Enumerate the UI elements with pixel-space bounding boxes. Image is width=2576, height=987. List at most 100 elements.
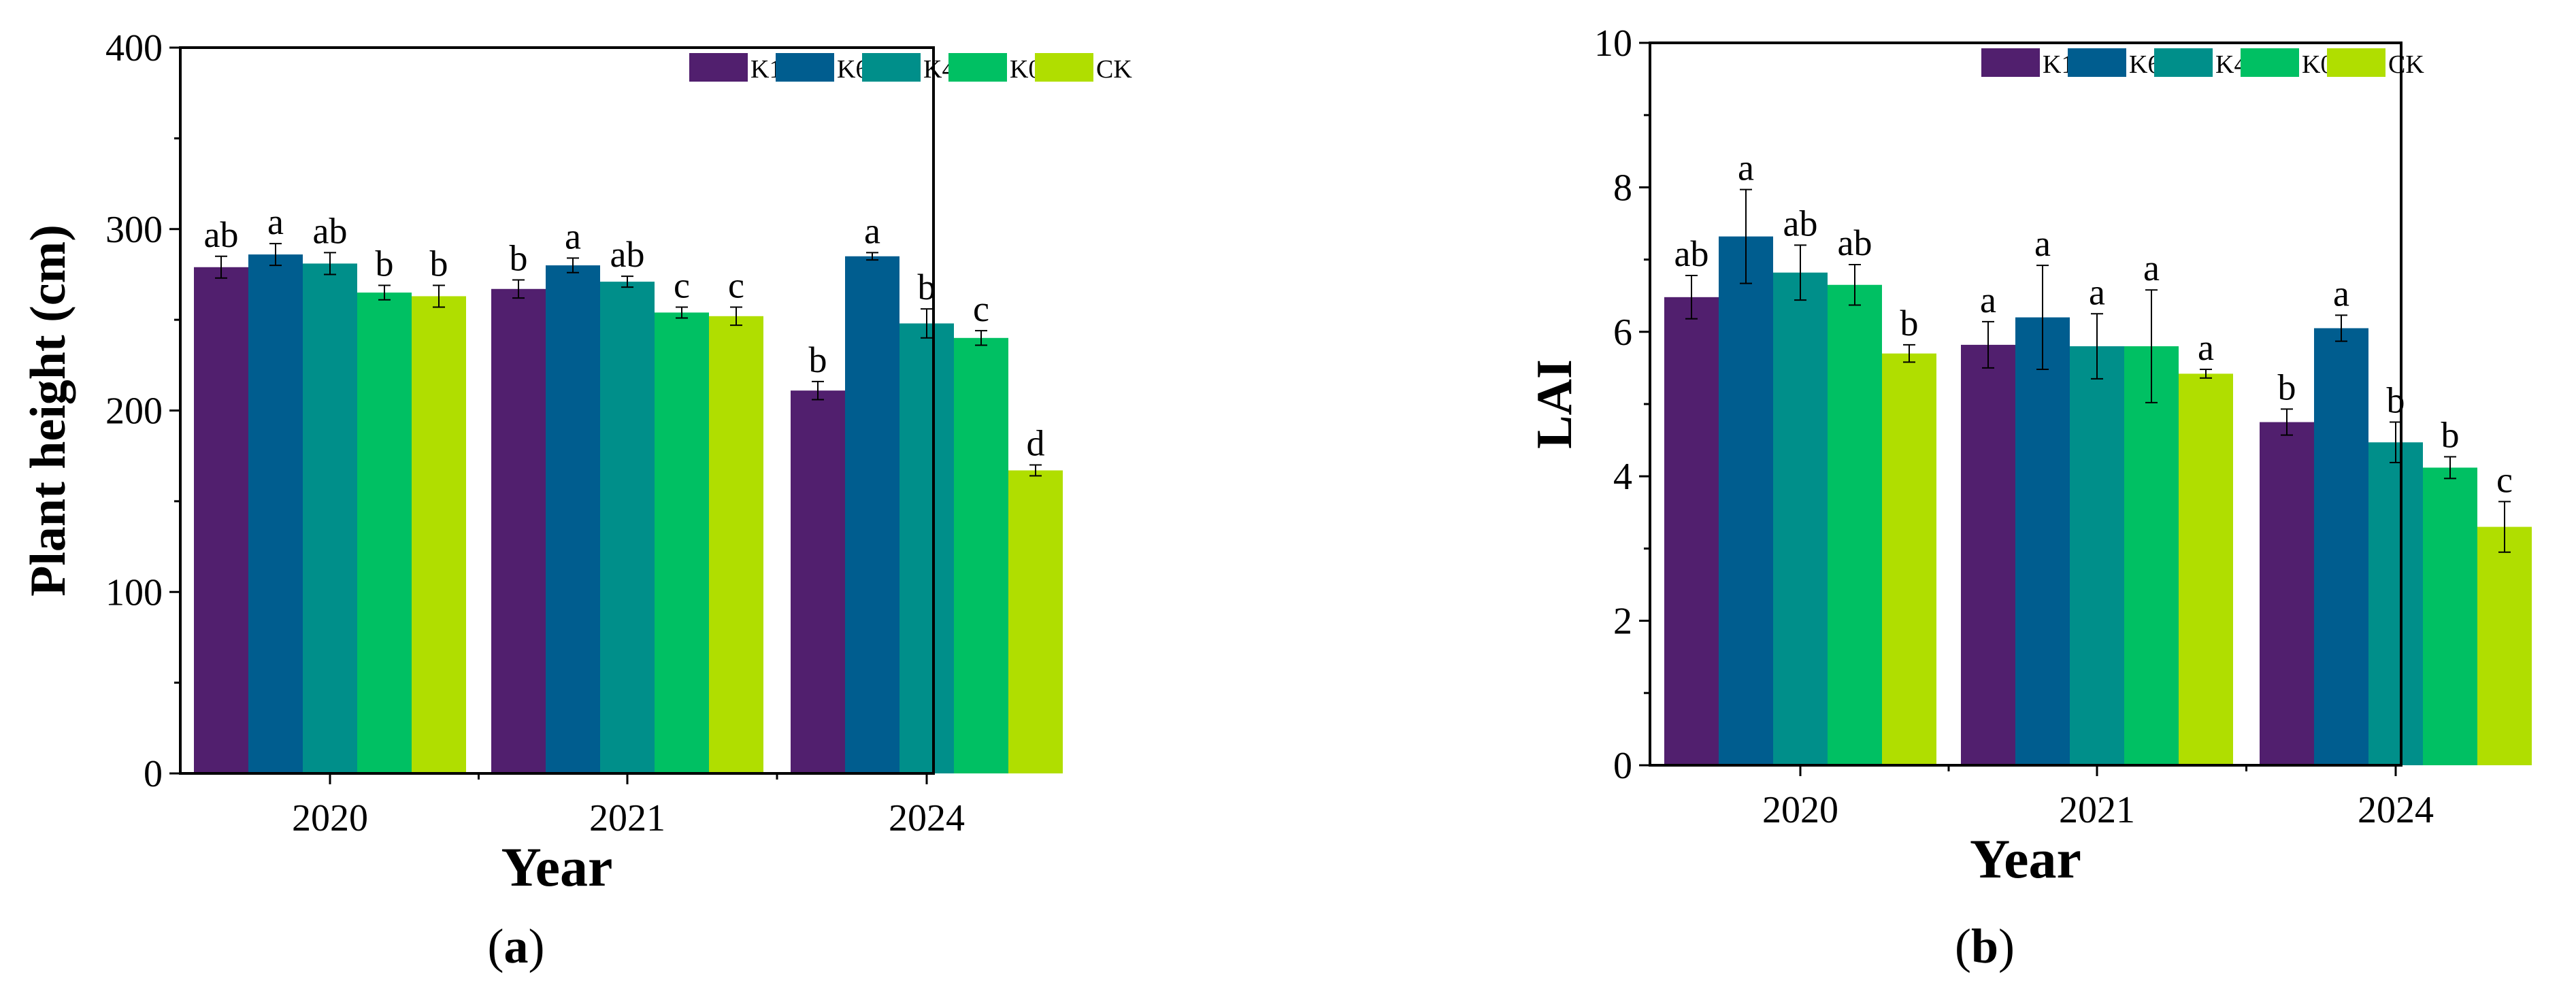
y-tick-label: 10 xyxy=(1594,22,1632,65)
bar-ck-2021 xyxy=(709,316,763,773)
bar-ck-2024 xyxy=(2477,526,2532,765)
x-axis-title: Year xyxy=(501,836,613,898)
bar-k60-2020 xyxy=(248,254,303,774)
significance-letter: b xyxy=(809,339,827,380)
legend-swatch-k0 xyxy=(2241,48,2299,77)
x-tick-label: 2024 xyxy=(889,797,965,839)
panel-label: (b) xyxy=(1955,919,2015,973)
significance-letter: a xyxy=(2333,273,2349,314)
significance-letter: b xyxy=(376,243,394,284)
significance-letter: ab xyxy=(204,214,239,255)
y-tick-label: 0 xyxy=(144,753,163,795)
bar-ck-2020 xyxy=(412,296,466,773)
bar-k100-2020 xyxy=(194,267,248,774)
significance-letter: b xyxy=(1900,303,1919,344)
significance-letter: ab xyxy=(610,234,645,275)
y-tick-label: 0 xyxy=(1613,745,1632,787)
x-tick-label: 2021 xyxy=(589,797,665,839)
y-axis-title: LAI xyxy=(1527,359,1583,449)
bar-k40-2020 xyxy=(303,263,357,773)
x-tick-label: 2020 xyxy=(1762,789,1838,831)
bar-k60-2021 xyxy=(2015,317,2070,765)
significance-letter: a xyxy=(864,210,880,251)
significance-letter: a xyxy=(2034,223,2051,264)
bar-k60-2024 xyxy=(845,256,899,773)
significance-letter: a xyxy=(267,201,284,242)
legend-swatch-k0 xyxy=(948,53,1007,82)
significance-letter: a xyxy=(1980,280,1996,320)
significance-letter: c xyxy=(674,265,690,305)
panel-label-part: ( xyxy=(1955,919,1971,973)
bar-k100-2024 xyxy=(791,390,845,773)
legend-label-ck: CK xyxy=(2388,50,2424,79)
significance-letter: c xyxy=(973,288,989,329)
y-tick-label: 300 xyxy=(105,209,163,251)
bar-k0-2021 xyxy=(655,312,709,774)
bar-k0-2024 xyxy=(2423,467,2477,765)
bar-k60-2021 xyxy=(546,265,600,774)
bar-ck-2020 xyxy=(1882,353,1936,765)
legend-swatch-k60 xyxy=(2068,48,2126,77)
panel-label-part: ) xyxy=(1998,919,2015,973)
y-tick-label: 200 xyxy=(105,390,163,433)
y-tick-label: 6 xyxy=(1613,312,1632,354)
bar-ck-2024 xyxy=(1008,470,1063,773)
significance-letter: b xyxy=(430,243,448,284)
panel-label-part: b xyxy=(1971,919,1998,973)
x-tick-label: 2020 xyxy=(292,797,368,839)
bar-k100-2021 xyxy=(1961,344,2015,765)
bar-k100-2020 xyxy=(1664,297,1719,766)
bar-k0-2020 xyxy=(357,292,412,773)
x-axis-title: Year xyxy=(1970,828,2081,890)
bar-k100-2021 xyxy=(491,288,546,774)
significance-letter: a xyxy=(2198,327,2214,368)
y-tick-label: 8 xyxy=(1613,167,1632,209)
legend: K100K60K40K0CK xyxy=(1981,48,2424,79)
significance-letter: ab xyxy=(313,210,348,251)
x-tick-label: 2021 xyxy=(2059,789,2135,831)
panel-label-part: a xyxy=(504,919,529,973)
legend-swatch-ck xyxy=(1035,53,1093,82)
significance-letter: a xyxy=(2089,271,2105,312)
panel-label: (a) xyxy=(488,919,545,973)
legend-label-ck: CK xyxy=(1096,55,1132,84)
bar-k40-2021 xyxy=(2070,346,2124,765)
bar-k0-2021 xyxy=(2124,346,2179,765)
legend-swatch-ck xyxy=(2327,48,2385,77)
significance-letter: b xyxy=(2441,415,2460,456)
significance-letter: a xyxy=(1738,148,1754,188)
bar-k60-2024 xyxy=(2314,328,2368,765)
bar-k0-2024 xyxy=(954,337,1008,773)
significance-letter: a xyxy=(2143,248,2160,288)
bar-k100-2024 xyxy=(2260,422,2314,765)
legend-swatch-k100 xyxy=(689,53,748,82)
legend-swatch-k60 xyxy=(776,53,834,82)
bar-k0-2020 xyxy=(1828,284,1882,765)
bar-k40-2021 xyxy=(600,282,655,773)
significance-letter: a xyxy=(565,216,581,256)
significance-letter: c xyxy=(728,265,744,305)
panel-label-part: ( xyxy=(488,919,504,973)
significance-letter: b xyxy=(2278,367,2296,407)
y-tick-label: 100 xyxy=(105,571,163,614)
significance-letter: ab xyxy=(1838,222,1872,263)
legend-swatch-k40 xyxy=(2154,48,2213,77)
y-tick-label: 400 xyxy=(105,27,163,69)
bar-k40-2024 xyxy=(899,323,954,774)
x-tick-label: 2024 xyxy=(2358,789,2434,831)
bar-k40-2024 xyxy=(2368,442,2423,765)
legend: K100K60K40K0CK xyxy=(689,53,1132,84)
y-tick-label: 4 xyxy=(1613,456,1632,498)
bar-ck-2021 xyxy=(2179,373,2233,765)
panel-label-part: ) xyxy=(529,919,545,973)
bar-k40-2020 xyxy=(1773,272,1828,765)
legend-swatch-k100 xyxy=(1981,48,2040,77)
y-axis-title: Plant height (cm) xyxy=(20,224,76,597)
y-tick-label: 2 xyxy=(1613,601,1632,643)
significance-letter: ab xyxy=(1783,203,1818,244)
significance-letter: c xyxy=(2496,459,2513,500)
significance-letter: b xyxy=(510,237,528,278)
